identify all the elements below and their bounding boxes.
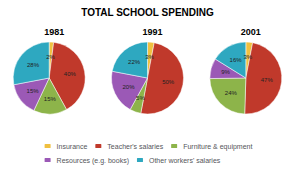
svg-text:Other workers' salaries: Other workers' salaries	[149, 157, 221, 164]
svg-text:28%: 28%	[27, 62, 40, 68]
svg-text:3%: 3%	[243, 54, 252, 60]
svg-text:16%: 16%	[230, 57, 243, 63]
svg-text:TOTAL SCHOOL SPENDING: TOTAL SCHOOL SPENDING	[81, 7, 214, 18]
svg-text:5%: 5%	[136, 95, 145, 101]
svg-text:Furniture & equipment: Furniture & equipment	[183, 143, 252, 151]
svg-text:20%: 20%	[122, 84, 135, 90]
svg-text:15%: 15%	[44, 96, 57, 102]
svg-text:40%: 40%	[64, 71, 77, 77]
svg-text:9%: 9%	[221, 69, 230, 75]
svg-text:Resources (e.g. books): Resources (e.g. books)	[57, 157, 129, 165]
svg-text:3%: 3%	[145, 54, 154, 60]
svg-text:24%: 24%	[225, 90, 238, 96]
svg-text:50%: 50%	[162, 79, 175, 85]
svg-text:1991: 1991	[142, 27, 162, 37]
svg-text:Teacher's salaries: Teacher's salaries	[107, 143, 163, 150]
svg-text:22%: 22%	[128, 59, 141, 65]
svg-text:2%: 2%	[46, 54, 55, 60]
svg-text:15%: 15%	[27, 88, 40, 94]
svg-text:1981: 1981	[44, 27, 64, 37]
svg-text:Insurance: Insurance	[57, 143, 88, 150]
svg-text:47%: 47%	[261, 77, 274, 83]
svg-text:2001: 2001	[241, 27, 261, 37]
